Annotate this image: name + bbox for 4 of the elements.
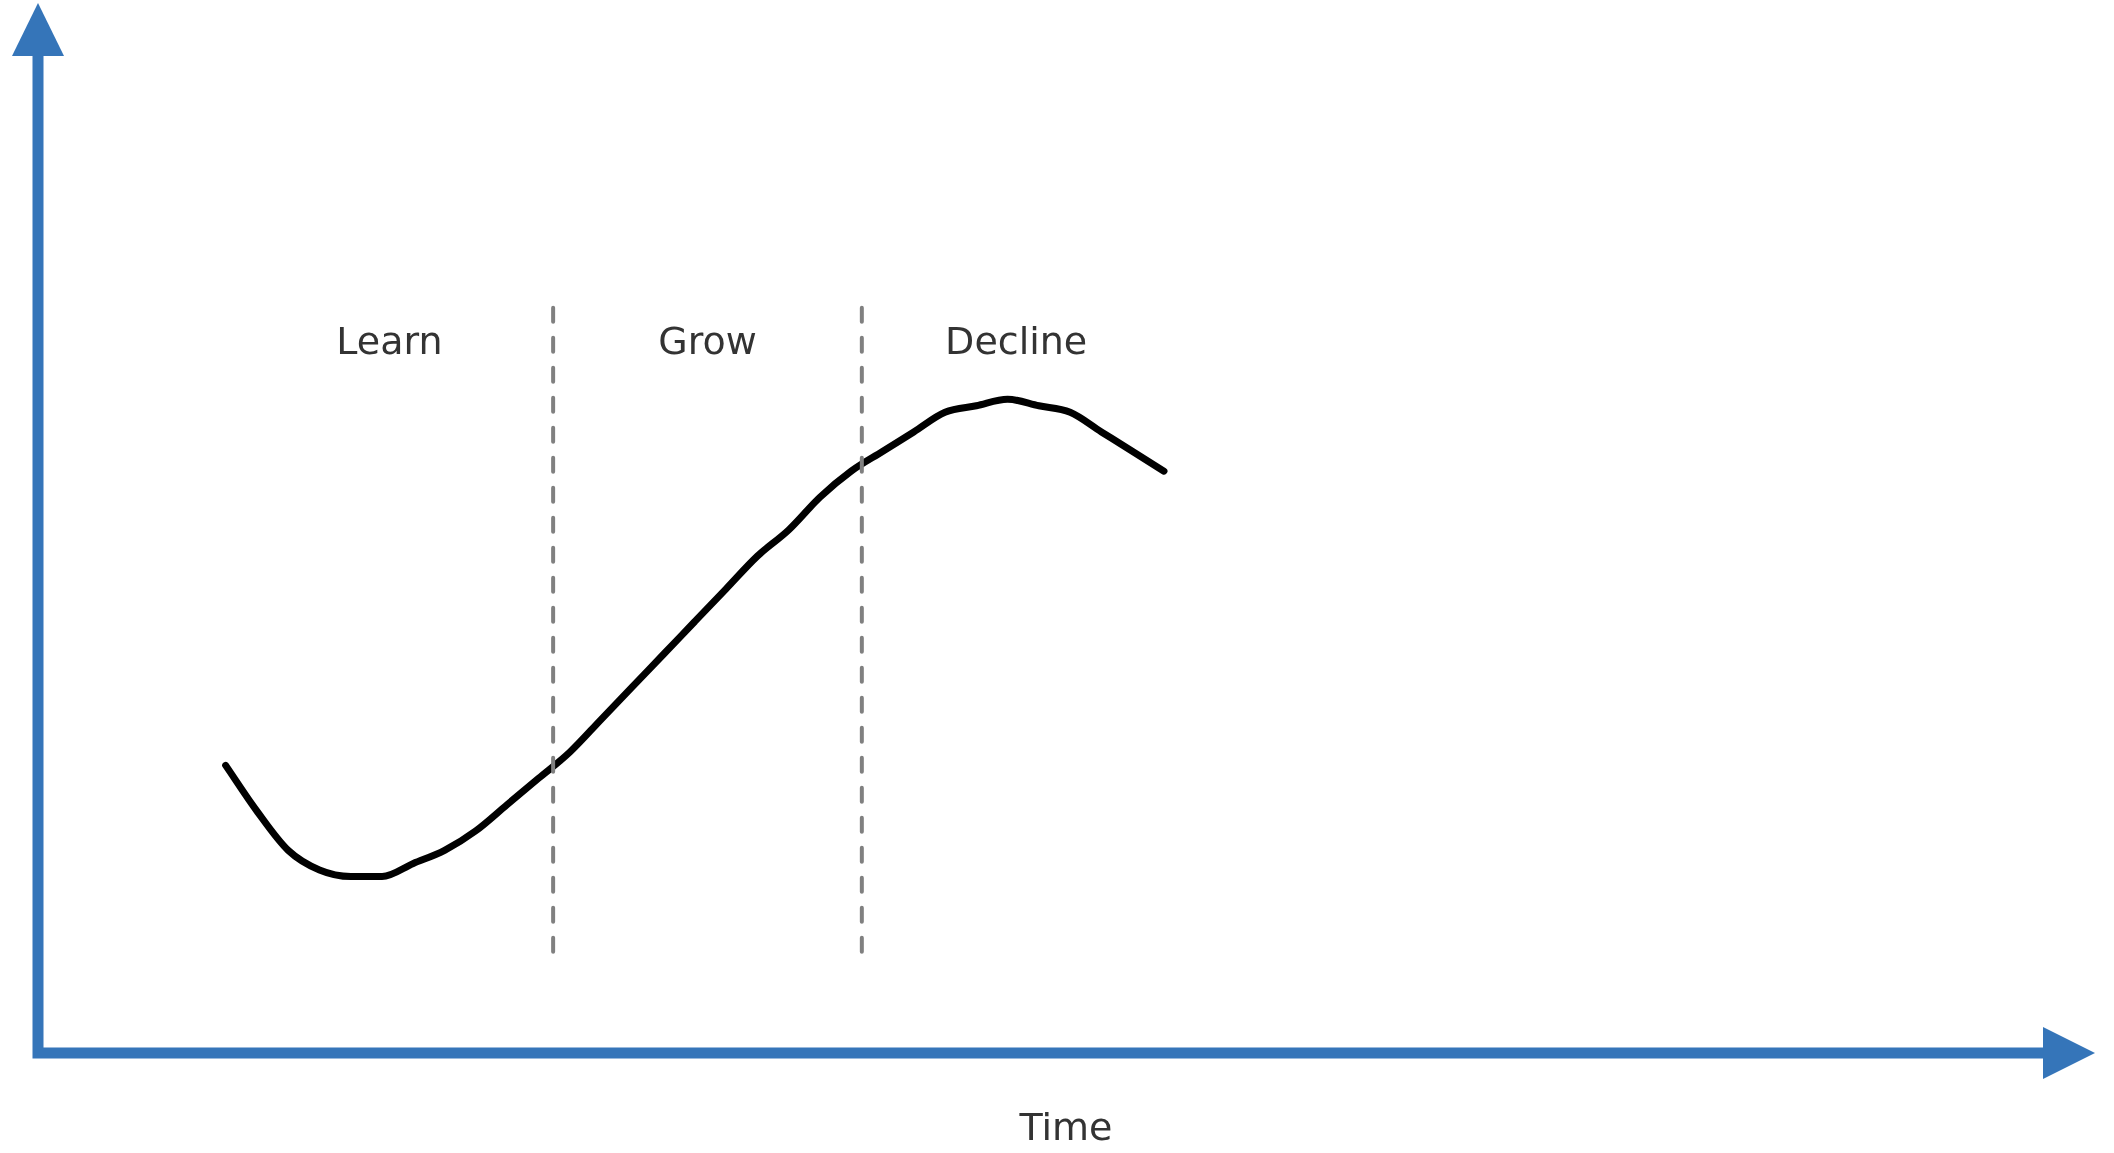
text: Decline bbox=[945, 319, 1088, 364]
x-axis-title: Time bbox=[1018, 1105, 1113, 1149]
text: Grow bbox=[658, 319, 757, 364]
text: Learn bbox=[336, 319, 443, 364]
